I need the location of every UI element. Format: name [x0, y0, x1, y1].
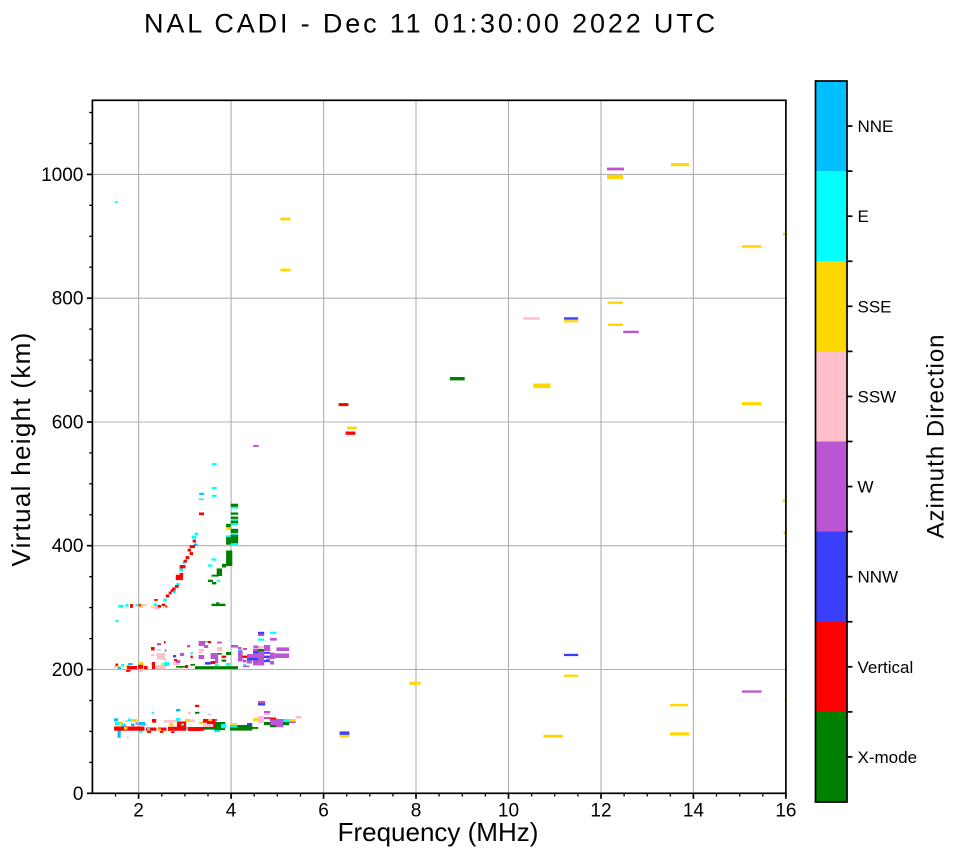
- svg-text:4: 4: [226, 801, 237, 822]
- svg-text:14: 14: [683, 801, 705, 822]
- svg-text:200: 200: [52, 660, 84, 681]
- svg-text:600: 600: [52, 413, 84, 434]
- svg-text:6: 6: [318, 801, 329, 822]
- svg-text:1000: 1000: [41, 165, 83, 186]
- svg-text:12: 12: [590, 801, 611, 822]
- svg-text:Frequency (MHz): Frequency (MHz): [338, 817, 539, 847]
- svg-text:800: 800: [52, 289, 84, 310]
- svg-text:400: 400: [52, 536, 84, 557]
- svg-text:0: 0: [73, 784, 84, 805]
- svg-text:10: 10: [498, 801, 519, 822]
- svg-text:SSE: SSE: [858, 297, 892, 316]
- svg-text:Virtual height (km): Virtual height (km): [6, 331, 36, 566]
- svg-text:Azimuth Direction: Azimuth Direction: [923, 333, 950, 538]
- svg-text:16: 16: [775, 801, 796, 822]
- svg-text:NNW: NNW: [858, 568, 899, 587]
- svg-text:NNE: NNE: [858, 117, 894, 136]
- svg-text:NAL CADI - Dec 11 01:30:00 202: NAL CADI - Dec 11 01:30:00 2022 UTC: [144, 9, 718, 39]
- svg-text:E: E: [858, 207, 869, 226]
- svg-text:Vertical: Vertical: [858, 658, 914, 677]
- svg-text:W: W: [858, 478, 874, 497]
- svg-text:8: 8: [411, 801, 422, 822]
- svg-text:X-mode: X-mode: [858, 748, 918, 767]
- svg-text:2: 2: [133, 801, 144, 822]
- svg-text:SSW: SSW: [858, 387, 897, 406]
